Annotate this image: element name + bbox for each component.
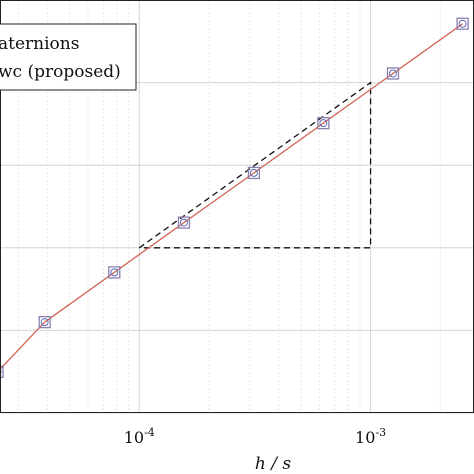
data-point-square	[456, 17, 469, 30]
series-line-1	[0, 23, 463, 371]
data-point-square	[38, 315, 51, 329]
data-point-square	[317, 116, 330, 130]
data-point-circle	[110, 268, 119, 277]
x-axis-label: h / s	[255, 454, 291, 474]
data-point-square	[177, 216, 191, 229]
legend-entry-wc-proposed: wc (proposed)	[0, 62, 121, 82]
data-point-circle	[0, 368, 2, 376]
data-point-circle	[388, 69, 397, 78]
legend: aternions wc (proposed)	[0, 23, 137, 91]
data-point-circle	[319, 119, 328, 128]
slope-triangle	[138, 81, 372, 249]
series-group	[0, 17, 469, 378]
slope-triangle-path	[138, 81, 372, 249]
x-tick-labels: 10-4 10-3	[124, 426, 386, 447]
x-tick-label: 10-4	[124, 426, 155, 447]
x-tick-label: 10-3	[355, 426, 386, 447]
data-point-circle	[179, 218, 188, 227]
legend-entry-aternions: aternions	[0, 34, 79, 54]
data-point-square	[0, 365, 4, 378]
legend-box	[0, 23, 137, 91]
data-point-circle	[40, 318, 49, 327]
data-point-circle	[458, 19, 467, 28]
data-point-square	[108, 266, 121, 279]
data-point-circle	[249, 168, 258, 177]
data-point-square	[386, 67, 400, 80]
data-point-square	[247, 166, 261, 180]
